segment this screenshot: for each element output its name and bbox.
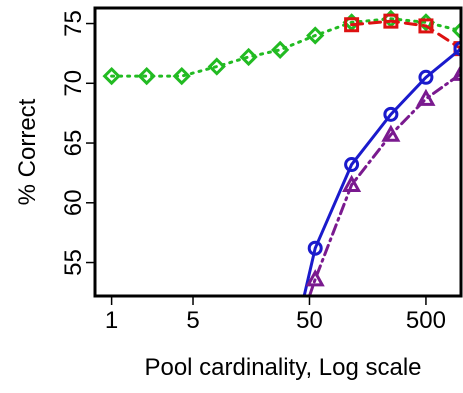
- series-layer: [102, 9, 461, 296]
- diamond-marker: [137, 66, 156, 86]
- triangle-marker: [451, 63, 461, 81]
- series-circle: [302, 41, 461, 296]
- y-tick-label: 60: [60, 189, 87, 216]
- y-tick-label: 65: [60, 130, 87, 157]
- x-tick-label: 50: [296, 307, 323, 334]
- y-axis-title: % Correct: [14, 98, 41, 205]
- series-line: [302, 47, 461, 296]
- series-line: [110, 17, 461, 78]
- diamond-marker: [271, 40, 290, 59]
- square-marker: [344, 17, 360, 33]
- circle-marker: [453, 41, 461, 57]
- diamond-marker: [306, 26, 325, 45]
- triangle-marker: [416, 88, 436, 106]
- y-tick-label: 70: [60, 70, 87, 97]
- circle-marker: [418, 69, 434, 85]
- series-triangle: [305, 63, 461, 296]
- series-line: [307, 72, 461, 296]
- diamond-marker: [102, 66, 121, 86]
- circle-marker: [344, 157, 360, 173]
- diamond-marker: [172, 66, 191, 86]
- series-line: [350, 19, 461, 51]
- diamond-marker: [451, 21, 461, 40]
- y-tick-label: 55: [60, 249, 87, 276]
- triangle-marker: [305, 269, 325, 287]
- x-axis-title: Pool cardinality, Log scale: [144, 354, 421, 381]
- triangle-marker: [342, 174, 362, 192]
- diamond-marker: [239, 47, 258, 67]
- circle-marker: [383, 106, 399, 122]
- x-tick-label: 5: [186, 307, 199, 334]
- axis-layer: 1 5 50 500 55 60 65 70 75: [60, 10, 446, 334]
- triangle-marker: [381, 124, 401, 142]
- series-square: [344, 13, 461, 57]
- plot-frame: [93, 6, 463, 298]
- x-tick-label: 500: [406, 307, 446, 334]
- x-tick-label: 1: [105, 307, 118, 334]
- circle-marker: [307, 240, 323, 256]
- diamond-marker: [207, 57, 226, 76]
- y-tick-label: 75: [60, 10, 87, 37]
- square-marker: [418, 18, 434, 34]
- square-marker: [383, 13, 399, 29]
